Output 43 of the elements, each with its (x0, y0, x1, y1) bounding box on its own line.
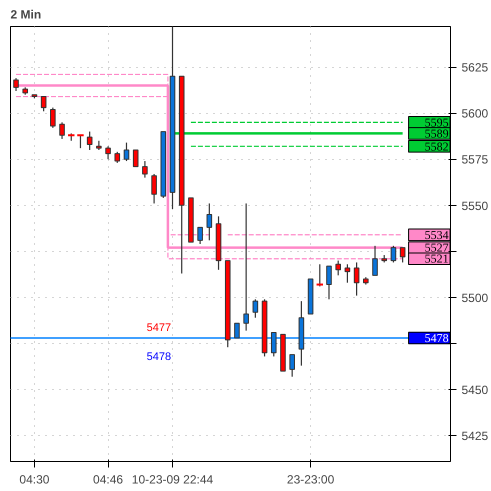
candlestick (344, 264, 350, 284)
candlestick (50, 107, 56, 128)
y-tick-label: 5450 (462, 383, 489, 398)
candlestick (197, 226, 203, 245)
candlestick (142, 160, 148, 178)
x-tick-label: 04:46 (93, 472, 124, 486)
y-tick-label: 5425 (462, 429, 489, 444)
annotation: 5478 (146, 351, 172, 364)
annotation: 5477 (146, 322, 172, 334)
candlestick (59, 122, 65, 140)
data-label: 5534 (424, 228, 449, 242)
candlestick (86, 130, 92, 151)
candlestick (400, 247, 406, 264)
candlestick (289, 354, 295, 378)
candlestick (372, 245, 378, 276)
candlestick (234, 322, 240, 339)
y-tick-label: 5550 (462, 198, 489, 213)
candlestick (13, 78, 19, 92)
candlestick (335, 260, 341, 276)
ref-line-label: 5478 (424, 331, 449, 346)
x-tick-label: 10-23-09 22:44 (132, 472, 214, 486)
y-tick-label: 5500 (462, 290, 489, 305)
y-tick-label: 5600 (462, 106, 489, 121)
candlestick (105, 146, 111, 160)
candlestick (252, 298, 258, 318)
data-label: 5582 (424, 139, 449, 154)
candlestick (132, 149, 138, 168)
candlestick (243, 202, 249, 332)
candlestick (96, 140, 102, 151)
candlestick (390, 245, 396, 264)
candlestick (326, 266, 332, 300)
x-tick-label: 04:30 (19, 472, 50, 486)
candlestick (124, 142, 130, 162)
chart-title: 2 Min (10, 8, 42, 22)
candlestick (40, 96, 46, 112)
candlestick (354, 262, 360, 296)
candlestick (114, 151, 120, 164)
x-tick-label: 23-23:00 (286, 472, 335, 486)
candlestick (151, 173, 157, 204)
y-tick-label: 5575 (462, 152, 489, 167)
candlestick (270, 332, 277, 358)
candlestick (206, 202, 212, 241)
y-tick-label: 5625 (462, 60, 489, 75)
